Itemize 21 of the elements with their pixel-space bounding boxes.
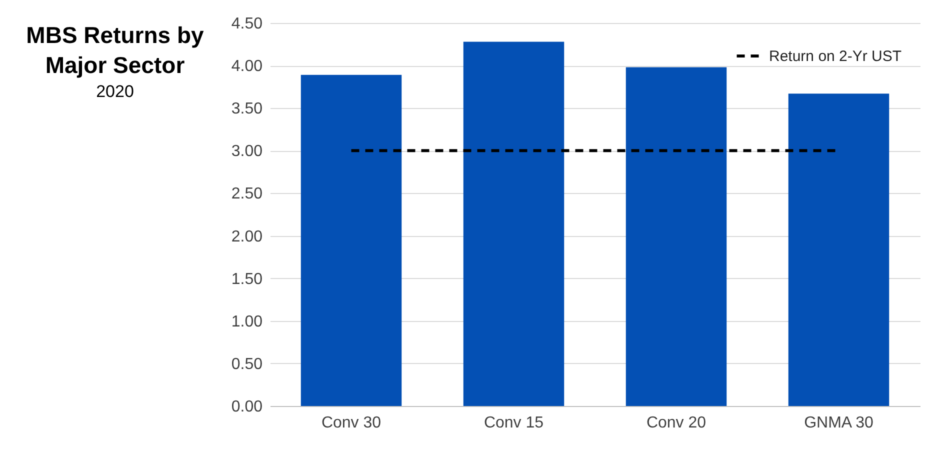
text: 2020 <box>95 82 135 102</box>
y-tick-label: 1.50 <box>231 270 263 288</box>
y-tick-label: 3.00 <box>231 143 263 160</box>
x-tick-label: Conv 20 <box>646 414 706 432</box>
y-tick-label: 1.00 <box>231 313 263 330</box>
x-tick-label: GNMA 30 <box>804 414 874 432</box>
bar <box>626 67 727 406</box>
y-tick-label: 2.50 <box>231 186 263 203</box>
bar <box>300 74 402 406</box>
y-tick-label: 4.50 <box>231 16 263 32</box>
bar <box>788 94 890 406</box>
legend-label: Return on 2-Yr UST <box>769 48 902 65</box>
y-tick-label: 0.00 <box>231 398 263 416</box>
text: MBS Returns by Major Sector <box>25 21 205 80</box>
x-tick-label: Conv 30 <box>321 414 382 432</box>
y-tick-label: 3.50 <box>231 100 263 118</box>
y-tick-label: 2.00 <box>231 228 263 246</box>
y-tick-label: 4.00 <box>231 58 263 76</box>
bar <box>463 42 564 406</box>
x-tick-label: Conv 15 <box>484 414 544 432</box>
y-tick-label: 0.50 <box>231 356 263 373</box>
